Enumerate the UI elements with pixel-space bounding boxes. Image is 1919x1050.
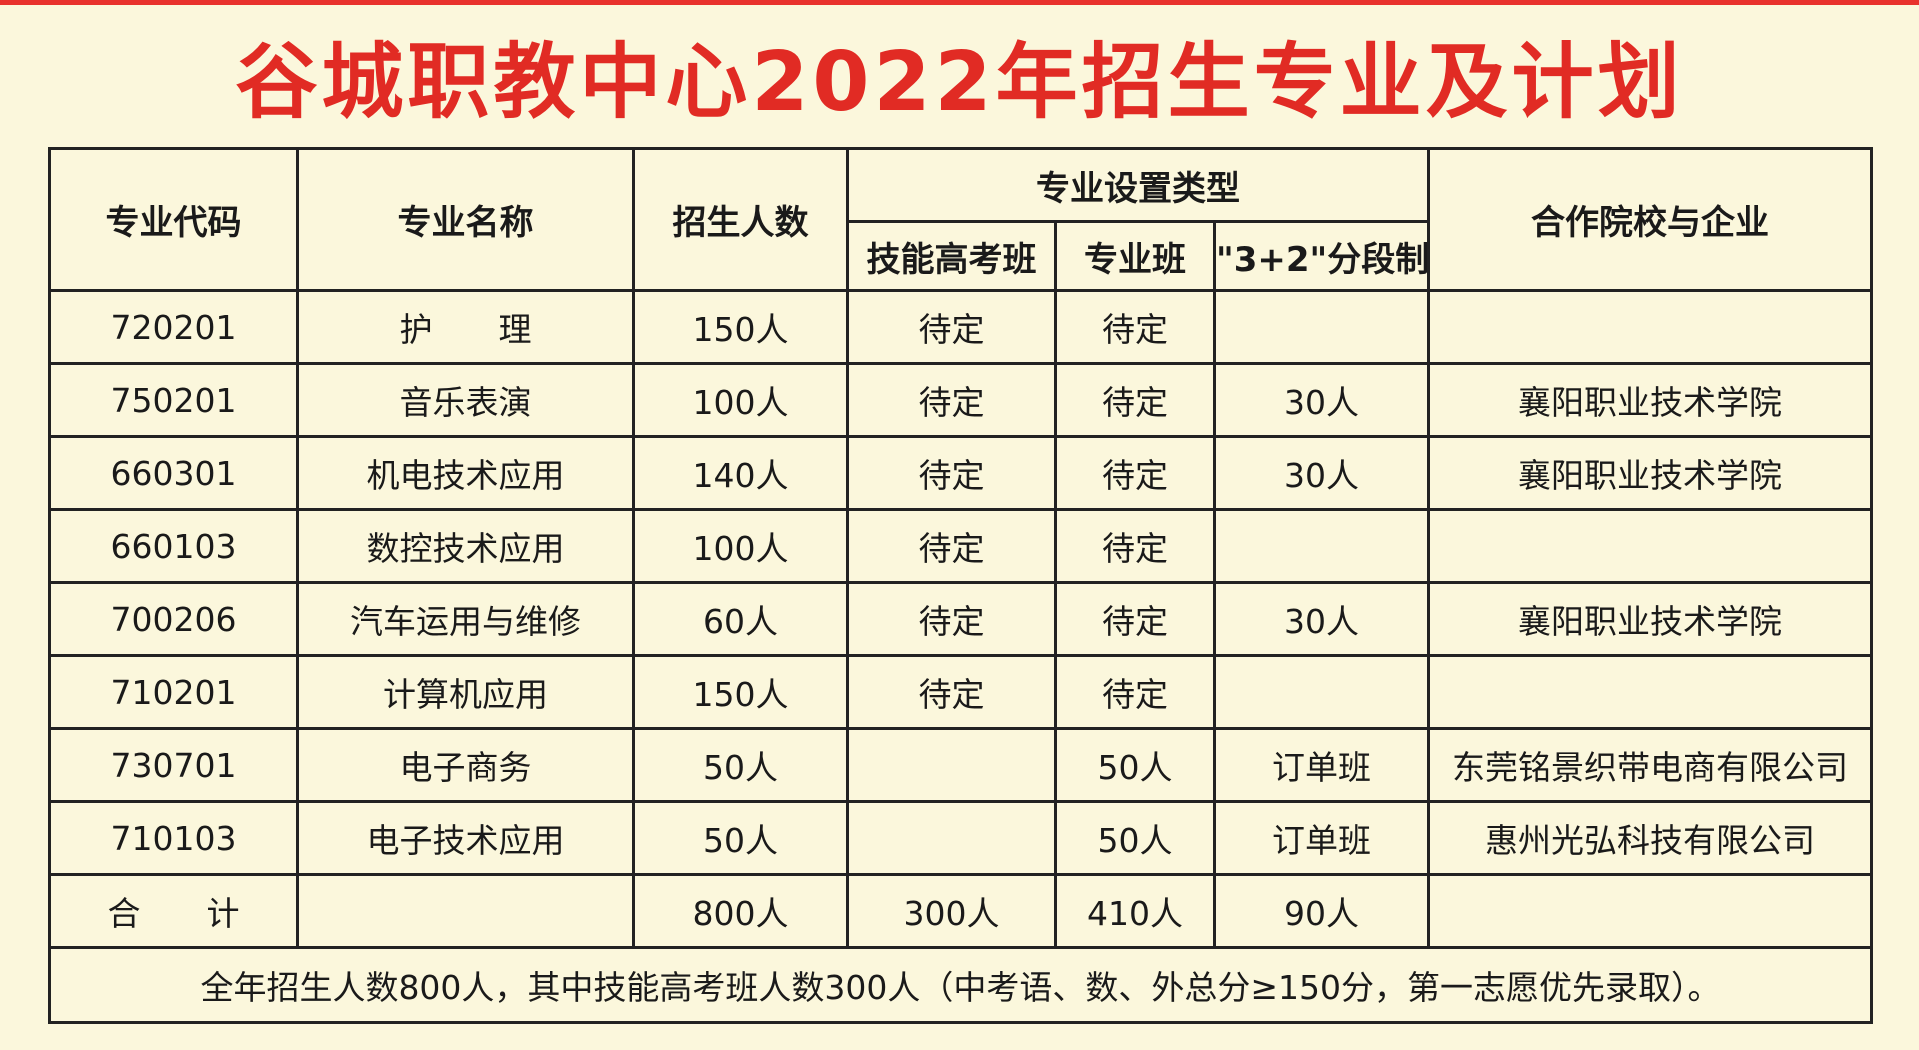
cell-skill: 待定 (846, 508, 1057, 584)
cell-code: 720201 (48, 289, 299, 365)
cell-enroll: 50人 (632, 800, 849, 876)
cell-code: 730701 (48, 727, 299, 803)
total-label: 合 计 (48, 873, 299, 949)
cell-name: 汽车运用与维修 (296, 581, 635, 657)
table-row: 700206 汽车运用与维修 60人 待定 待定 30人 襄阳职业技术学院 (48, 581, 1873, 657)
total-seg: 90人 (1213, 873, 1430, 949)
table-row: 720201 护 理 150人 待定 待定 (48, 289, 1873, 365)
cell-enroll: 100人 (632, 362, 849, 438)
cell-enroll: 50人 (632, 727, 849, 803)
cell-partner (1427, 508, 1873, 584)
table-row: 660103 数控技术应用 100人 待定 待定 (48, 508, 1873, 584)
cell-enroll: 150人 (632, 654, 849, 730)
cell-major: 待定 (1054, 435, 1216, 511)
cell-name: 机电技术应用 (296, 435, 635, 511)
total-name (296, 873, 635, 949)
cell-skill: 待定 (846, 581, 1057, 657)
cell-major: 50人 (1054, 800, 1216, 876)
cell-partner: 襄阳职业技术学院 (1427, 362, 1873, 438)
cell-partner (1427, 654, 1873, 730)
total-partner (1427, 873, 1873, 949)
cell-enroll: 100人 (632, 508, 849, 584)
header-name: 专业名称 (296, 147, 635, 292)
cell-partner (1427, 289, 1873, 365)
cell-skill (846, 800, 1057, 876)
cell-major: 50人 (1054, 727, 1216, 803)
header-skill-exam: 技能高考班 (846, 220, 1057, 292)
cell-code: 710103 (48, 800, 299, 876)
header-segmented: "3+2"分段制 (1213, 220, 1430, 292)
header-partner: 合作院校与企业 (1427, 147, 1873, 292)
enrollment-plan-table: 专业代码 专业名称 招生人数 专业设置类型 合作院校与企业 技能高考班 专业班 … (48, 147, 1873, 1024)
table-row: 710103 电子技术应用 50人 50人 订单班 惠州光弘科技有限公司 (48, 800, 1873, 876)
cell-skill (846, 727, 1057, 803)
cell-name: 电子技术应用 (296, 800, 635, 876)
cell-code: 660103 (48, 508, 299, 584)
cell-seg (1213, 508, 1430, 584)
table-row: 730701 电子商务 50人 50人 订单班 东莞铭景织带电商有限公司 (48, 727, 1873, 803)
cell-enroll: 140人 (632, 435, 849, 511)
cell-name: 护 理 (296, 289, 635, 365)
cell-skill: 待定 (846, 654, 1057, 730)
cell-name: 数控技术应用 (296, 508, 635, 584)
cell-skill: 待定 (846, 289, 1057, 365)
cell-partner: 襄阳职业技术学院 (1427, 581, 1873, 657)
header-code: 专业代码 (48, 147, 299, 292)
cell-seg (1213, 289, 1430, 365)
cell-major: 待定 (1054, 654, 1216, 730)
cell-enroll: 60人 (632, 581, 849, 657)
cell-name: 电子商务 (296, 727, 635, 803)
cell-partner: 东莞铭景织带电商有限公司 (1427, 727, 1873, 803)
table-row: 750201 音乐表演 100人 待定 待定 30人 襄阳职业技术学院 (48, 362, 1873, 438)
note-row: 全年招生人数800人，其中技能高考班人数300人（中考语、数、外总分≥150分，… (48, 946, 1873, 1024)
header-type-group: 专业设置类型 (846, 147, 1430, 223)
cell-code: 660301 (48, 435, 299, 511)
total-row: 合 计 800人 300人 410人 90人 (48, 873, 1873, 949)
cell-code: 700206 (48, 581, 299, 657)
enrollment-note: 全年招生人数800人，其中技能高考班人数300人（中考语、数、外总分≥150分，… (48, 946, 1873, 1024)
cell-seg (1213, 654, 1430, 730)
cell-code: 710201 (48, 654, 299, 730)
cell-seg: 30人 (1213, 362, 1430, 438)
cell-skill: 待定 (846, 435, 1057, 511)
cell-seg: 30人 (1213, 581, 1430, 657)
total-skill: 300人 (846, 873, 1057, 949)
total-enroll: 800人 (632, 873, 849, 949)
cell-major: 待定 (1054, 362, 1216, 438)
header-major-class: 专业班 (1054, 220, 1216, 292)
header-enroll: 招生人数 (632, 147, 849, 292)
cell-major: 待定 (1054, 581, 1216, 657)
cell-seg: 30人 (1213, 435, 1430, 511)
cell-major: 待定 (1054, 508, 1216, 584)
cell-code: 750201 (48, 362, 299, 438)
cell-name: 计算机应用 (296, 654, 635, 730)
cell-major: 待定 (1054, 289, 1216, 365)
cell-enroll: 150人 (632, 289, 849, 365)
cell-partner: 襄阳职业技术学院 (1427, 435, 1873, 511)
cell-seg: 订单班 (1213, 800, 1430, 876)
table-row: 710201 计算机应用 150人 待定 待定 (48, 654, 1873, 730)
page-title: 谷城职教中心2022年招生专业及计划 (235, 35, 1684, 130)
table-row: 660301 机电技术应用 140人 待定 待定 30人 襄阳职业技术学院 (48, 435, 1873, 511)
cell-name: 音乐表演 (296, 362, 635, 438)
cell-skill: 待定 (846, 362, 1057, 438)
cell-seg: 订单班 (1213, 727, 1430, 803)
header-row-1: 专业代码 专业名称 招生人数 专业设置类型 合作院校与企业 (48, 147, 1873, 292)
top-accent-bar (0, 0, 1919, 5)
cell-partner: 惠州光弘科技有限公司 (1427, 800, 1873, 876)
header-row-2: 技能高考班 专业班 "3+2"分段制 (50, 220, 1872, 292)
total-major: 410人 (1054, 873, 1216, 949)
